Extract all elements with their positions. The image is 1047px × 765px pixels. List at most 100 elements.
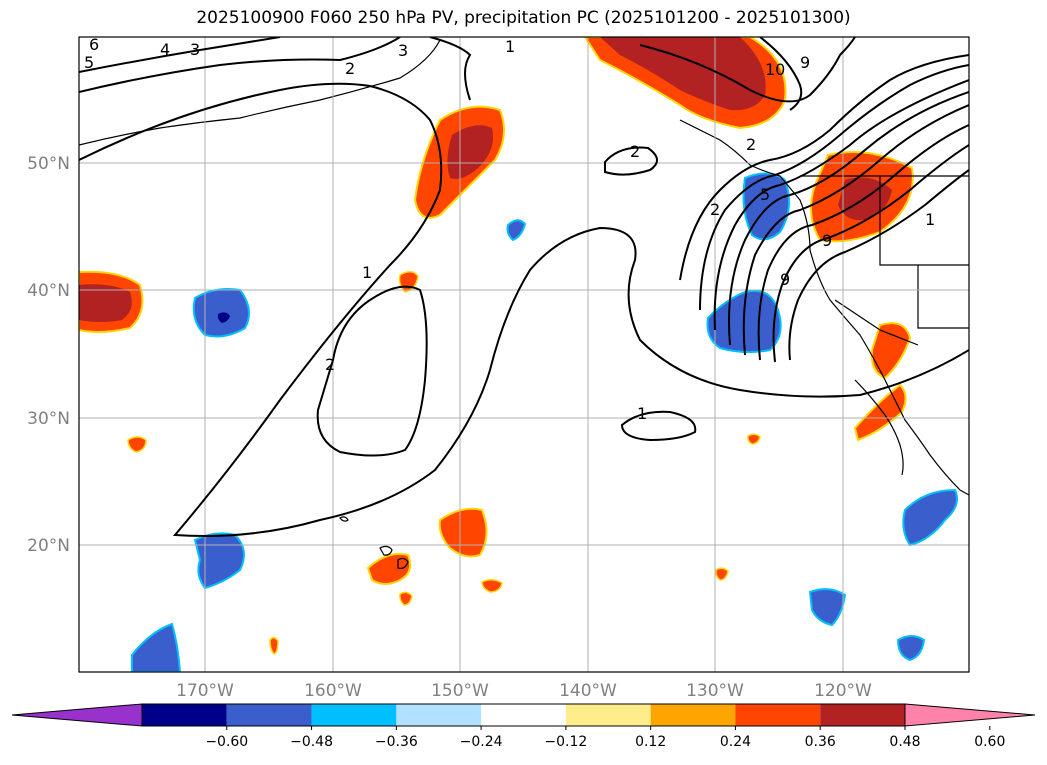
pv-contour-trough-7 — [772, 144, 969, 363]
pv-contour-2-north — [604, 146, 658, 176]
contour-label: 4 — [160, 40, 170, 59]
contour-label: 5 — [760, 185, 770, 204]
contour-label: 3 — [190, 40, 200, 59]
colorbar-tick-label: −0.24 — [460, 734, 503, 750]
precip-speck-7 — [269, 637, 279, 655]
precip-neg-area-7 — [808, 588, 847, 627]
lat-label: 50°N — [27, 154, 70, 174]
precip-core-west-edge — [79, 284, 132, 322]
colorbar-swatch — [565, 704, 651, 726]
state-border-1 — [879, 176, 969, 266]
contour-label: 2 — [325, 355, 335, 374]
precip-area-baja-south — [853, 383, 907, 442]
pv-contour-upper-north — [639, 37, 856, 103]
colorbar-extend-high — [904, 703, 1036, 727]
contour-labels: 6 5 4 3 2 3 1 2 1 2 1 2 9 10 2 5 9 1 9 — [84, 35, 935, 423]
precip-speck-2 — [127, 436, 147, 453]
pv-contour-trough-8 — [788, 169, 969, 361]
pv-contour-1-west — [79, 82, 969, 537]
latitude-labels: 50°N 40°N 30°N 20°N — [27, 154, 70, 556]
colorbar-tick-label: −0.48 — [290, 734, 333, 750]
colorbar-tick-label: −0.12 — [544, 734, 587, 750]
lat-label: 30°N — [27, 409, 70, 429]
state-border-2 — [917, 265, 969, 329]
lon-label: 140°W — [559, 681, 617, 701]
precip-area-baja-north — [870, 322, 912, 380]
lon-label: 120°W — [814, 681, 872, 701]
pv-contour-upper-north-2 — [759, 37, 803, 111]
precip-neg-area-6 — [902, 488, 958, 547]
pv-contour-trough-1 — [679, 54, 969, 281]
contour-label: 9 — [800, 53, 810, 72]
lon-label: 170°W — [176, 681, 234, 701]
pv-contours — [79, 37, 969, 537]
pv-contour-trough-2 — [699, 64, 969, 311]
precip-neg-area-4 — [193, 532, 245, 590]
contour-label: 1 — [637, 404, 647, 423]
precip-speck-6 — [715, 567, 729, 581]
colorbar-swatch — [735, 704, 821, 726]
colorbar-swatch — [481, 704, 566, 726]
precip-speck-4 — [399, 591, 413, 606]
pv-contour-2-west — [316, 285, 428, 457]
contour-label: 9 — [780, 270, 790, 289]
contour-label: 2 — [630, 142, 640, 161]
precip-neg-core-3 — [217, 312, 230, 323]
colorbar: −0.60 −0.48 −0.36 −0.24 −0.12 0.12 0.24 0.36 0.4… — [11, 703, 1036, 750]
pv-contour-1-top — [429, 37, 472, 101]
colorbar-swatch — [650, 704, 736, 726]
contour-label: 6 — [89, 35, 99, 54]
pv-contour-trough-5 — [742, 104, 969, 356]
colorbar-tick-label: 0.60 — [974, 734, 1005, 750]
pv-contour-trough-6 — [757, 124, 969, 361]
contour-label: 10 — [765, 60, 785, 79]
contour-label: 1 — [925, 210, 935, 229]
contour-label: 9 — [822, 231, 832, 250]
colorbar-extend-low — [11, 703, 143, 727]
lat-label: 20°N — [27, 536, 70, 556]
colorbar-swatch — [226, 704, 312, 726]
colorbar-tick-label: −0.60 — [205, 734, 248, 750]
lon-label: 160°W — [304, 681, 362, 701]
colorbar-swatch — [311, 704, 397, 726]
contour-label: 3 — [398, 41, 408, 60]
colorbar-swatch — [396, 704, 482, 726]
precip-neg-area-8 — [896, 635, 926, 662]
contour-label: 2 — [746, 135, 756, 154]
pv-contour-trough-3 — [713, 79, 969, 331]
colorbar-tick-label: 0.48 — [889, 734, 920, 750]
precip-speck-3 — [481, 579, 503, 593]
gridlines — [79, 37, 969, 672]
precip-area-hawaii — [366, 552, 412, 585]
map-frame — [78, 36, 970, 673]
coastline-baja — [854, 379, 904, 476]
colorbar-tick-label: 0.36 — [805, 734, 836, 750]
precip-neg-area-9 — [506, 219, 527, 242]
contour-label: 2 — [345, 59, 355, 78]
precip-neg-area-5 — [131, 622, 182, 672]
pv-contour-trough-4 — [728, 91, 969, 346]
colorbar-tick-label: 0.24 — [720, 734, 751, 750]
hawaii-island-2 — [397, 557, 409, 569]
contour-label: 1 — [362, 263, 372, 282]
colorbar-tick-label: −0.36 — [375, 734, 418, 750]
colorbar-swatch — [820, 704, 905, 726]
contour-label: 1 — [505, 37, 515, 56]
map-title: 2025100900 F060 250 hPa PV, precipitatio… — [196, 8, 851, 28]
longitude-labels: 170°W 160°W 150°W 140°W 130°W 120°W — [176, 681, 872, 701]
pv-contour-1-small — [620, 410, 697, 442]
precip-positive-areas — [79, 37, 914, 655]
hawaii-island-1 — [379, 545, 393, 556]
colorbar-swatch — [142, 704, 227, 726]
colorbar-tick-label: 0.12 — [635, 734, 666, 750]
precip-core-north-pacific — [447, 125, 494, 179]
lon-label: 150°W — [431, 681, 489, 701]
state-border-3 — [834, 299, 919, 346]
pv-contour-1-upper — [79, 37, 401, 93]
lon-label: 130°W — [686, 681, 744, 701]
lat-label: 40°N — [27, 281, 70, 301]
contour-label: 5 — [84, 53, 94, 72]
hawaii-island-3 — [339, 516, 349, 522]
precip-core-nw-coast — [600, 37, 766, 111]
